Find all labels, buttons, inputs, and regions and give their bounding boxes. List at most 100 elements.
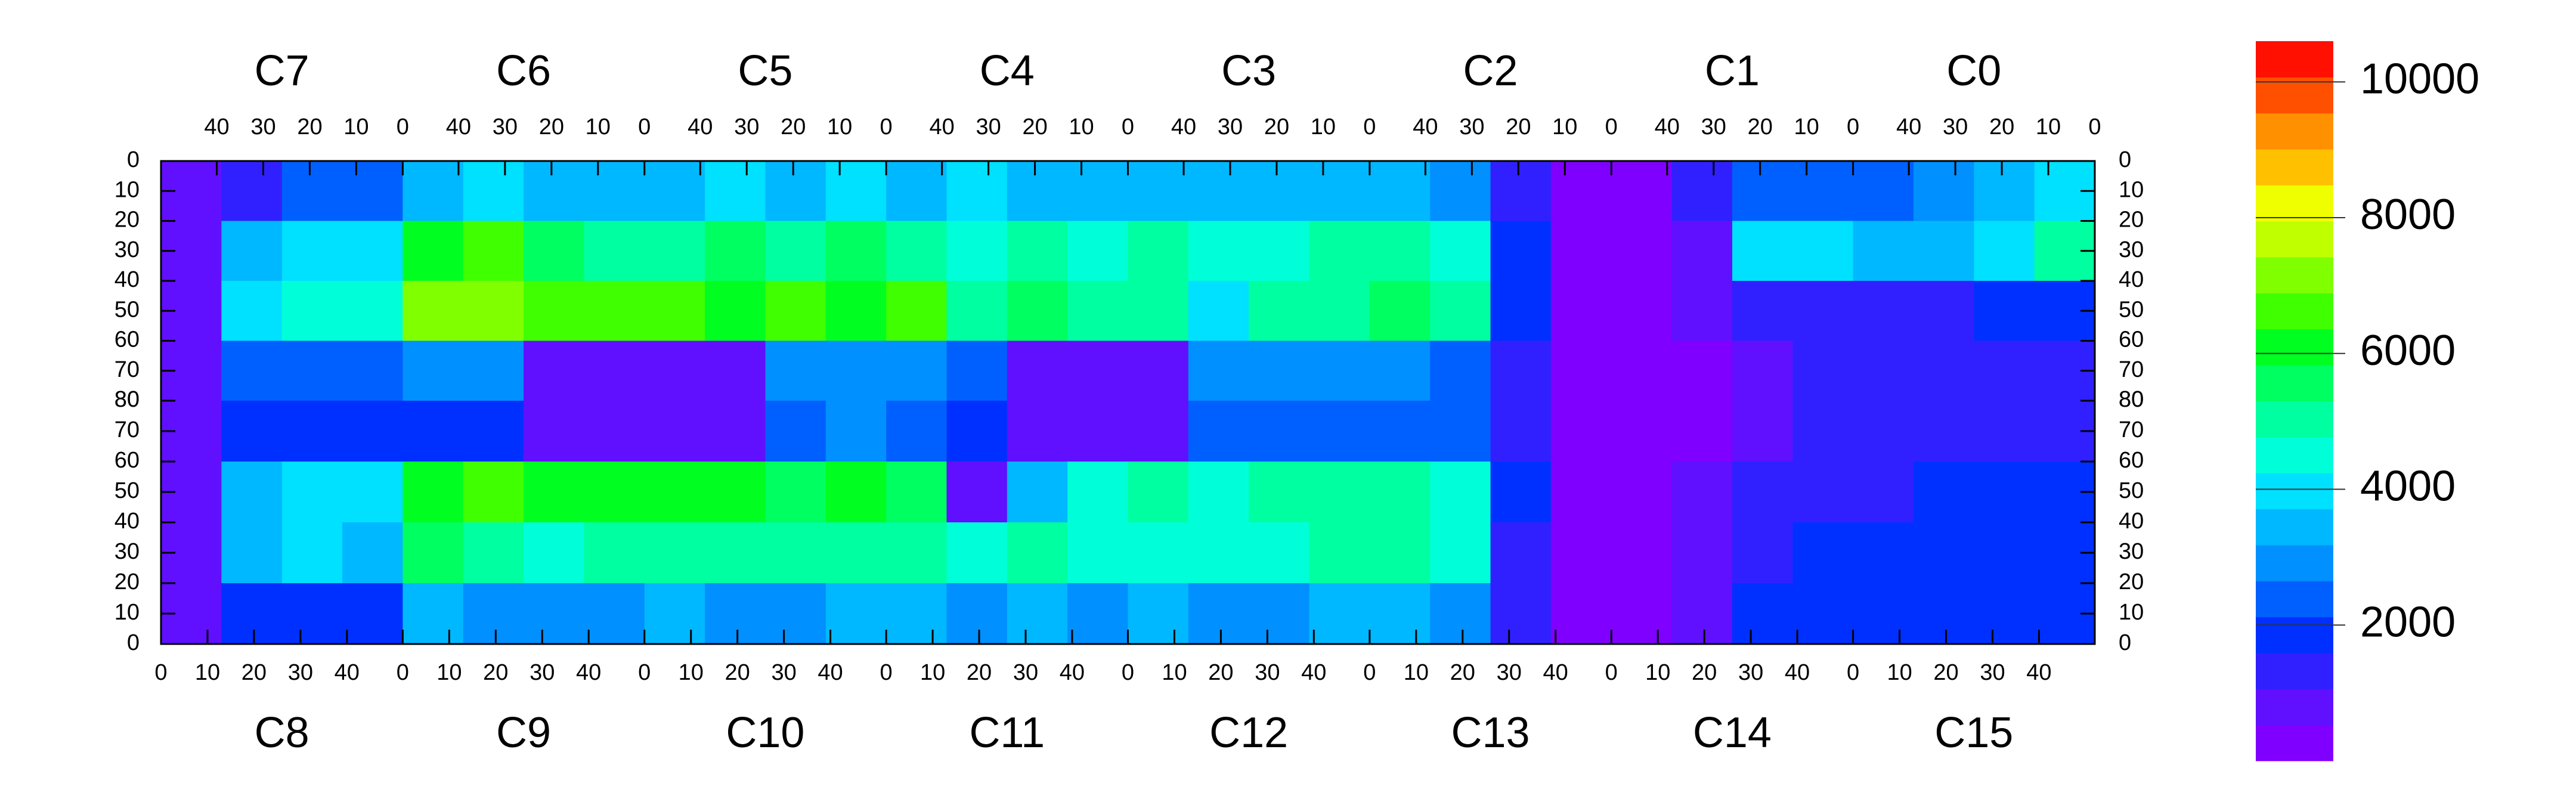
colorbar-band xyxy=(2256,149,2333,185)
heat-cell xyxy=(281,462,343,523)
heat-cell xyxy=(946,340,1008,401)
x-tick-label: 0 xyxy=(638,660,651,685)
heat-cell xyxy=(1853,401,1914,462)
heat-cell xyxy=(1792,462,1854,523)
heat-cell xyxy=(1792,281,1854,341)
heat-cell xyxy=(825,281,887,341)
heat-cell xyxy=(402,583,464,645)
heat-cell xyxy=(1913,401,1974,462)
heat-cell xyxy=(946,281,1008,341)
x-tick-label: 10 xyxy=(586,114,611,140)
chip-label: C10 xyxy=(726,709,804,757)
x-tick-label: 30 xyxy=(1701,114,1726,140)
heat-cell xyxy=(705,583,766,645)
heat-cell xyxy=(1249,281,1310,341)
x-tick-label: 0 xyxy=(880,114,893,140)
heat-cell xyxy=(463,462,524,523)
x-tick-label: 0 xyxy=(1605,114,1618,140)
heat-cell xyxy=(765,522,826,584)
x-tick-label: 10 xyxy=(679,660,704,685)
heat-cell xyxy=(644,583,705,645)
heat-cell xyxy=(1853,583,1914,645)
x-tick-label: 40 xyxy=(335,660,360,685)
heat-cell xyxy=(463,161,524,221)
colorbar-label: 8000 xyxy=(2360,191,2456,239)
heat-cell xyxy=(705,522,766,584)
y-tick-label: 20 xyxy=(2119,208,2144,233)
colorbar-band xyxy=(2256,221,2333,258)
heat-cell xyxy=(1732,583,1793,645)
y-tick-label: 50 xyxy=(114,478,140,503)
heat-cell xyxy=(765,401,826,462)
heat-cell xyxy=(1007,281,1068,341)
heat-cell xyxy=(765,462,826,523)
heat-cell xyxy=(1309,161,1370,221)
heat-cell xyxy=(221,281,283,341)
heat-cell xyxy=(1128,221,1189,281)
chip-label: C9 xyxy=(496,709,551,757)
heat-cell xyxy=(1732,401,1793,462)
y-tick-label: 30 xyxy=(114,539,140,564)
x-tick-label: 30 xyxy=(1218,114,1243,140)
y-tick-label: 10 xyxy=(2119,177,2144,202)
colorbar-band xyxy=(2256,113,2333,150)
heat-cell xyxy=(463,221,524,281)
heat-cell xyxy=(644,161,705,221)
heat-cell xyxy=(1611,401,1673,462)
colorbar-label: 6000 xyxy=(2360,327,2456,374)
heat-cell xyxy=(1490,401,1552,462)
x-tick-label: 40 xyxy=(1655,114,1680,140)
x-tick-label: 20 xyxy=(539,114,564,140)
y-tick-label: 40 xyxy=(2119,509,2144,534)
heat-cell xyxy=(765,161,826,221)
heat-cell xyxy=(1611,583,1673,645)
heat-cell xyxy=(1188,221,1249,281)
heat-cell xyxy=(1671,462,1733,523)
x-tick-label: 30 xyxy=(1738,660,1763,685)
heat-cell xyxy=(463,401,524,462)
heat-cell xyxy=(1974,281,2035,341)
heat-cell xyxy=(524,583,584,645)
heat-cell xyxy=(1067,401,1128,462)
y-tick-label: 60 xyxy=(114,327,140,352)
heat-cell xyxy=(402,221,464,281)
x-tick-label: 10 xyxy=(343,114,369,140)
heat-cell xyxy=(1792,401,1854,462)
heat-cell xyxy=(281,281,343,341)
heat-cell xyxy=(1792,161,1854,221)
heat-cell xyxy=(825,161,887,221)
heat-cell xyxy=(644,462,705,523)
heat-cell xyxy=(342,462,403,523)
x-tick-label: 0 xyxy=(397,660,409,685)
heat-cell xyxy=(1732,462,1793,523)
heat-cell xyxy=(1913,462,1974,523)
heat-cell xyxy=(946,462,1008,523)
heat-cell xyxy=(1128,583,1189,645)
y-tick-label: 30 xyxy=(2119,237,2144,262)
x-tick-label: 10 xyxy=(827,114,852,140)
heat-cell xyxy=(524,522,584,584)
heat-cell xyxy=(705,161,766,221)
heat-cell xyxy=(402,161,464,221)
heat-cell xyxy=(644,340,705,401)
x-tick-label: 10 xyxy=(1552,114,1577,140)
heat-cell xyxy=(221,401,283,462)
heat-cell xyxy=(644,281,705,341)
heat-cell xyxy=(1309,462,1370,523)
heat-cell xyxy=(1309,401,1370,462)
heat-cell xyxy=(1007,340,1068,401)
heat-cell xyxy=(1309,522,1370,584)
heat-cell xyxy=(1913,221,1974,281)
colorbar-label: 10000 xyxy=(2360,55,2479,103)
chip-label: C5 xyxy=(738,47,792,95)
heat-cell xyxy=(584,161,645,221)
heat-cell xyxy=(1550,221,1612,281)
heat-cell xyxy=(1430,161,1491,221)
heat-cell xyxy=(644,522,705,584)
heat-cell xyxy=(1732,340,1793,401)
x-tick-label: 20 xyxy=(1506,114,1531,140)
heat-cell xyxy=(886,583,947,645)
x-tick-label: 30 xyxy=(288,660,313,685)
heat-cell xyxy=(705,281,766,341)
x-tick-label: 30 xyxy=(734,114,759,140)
